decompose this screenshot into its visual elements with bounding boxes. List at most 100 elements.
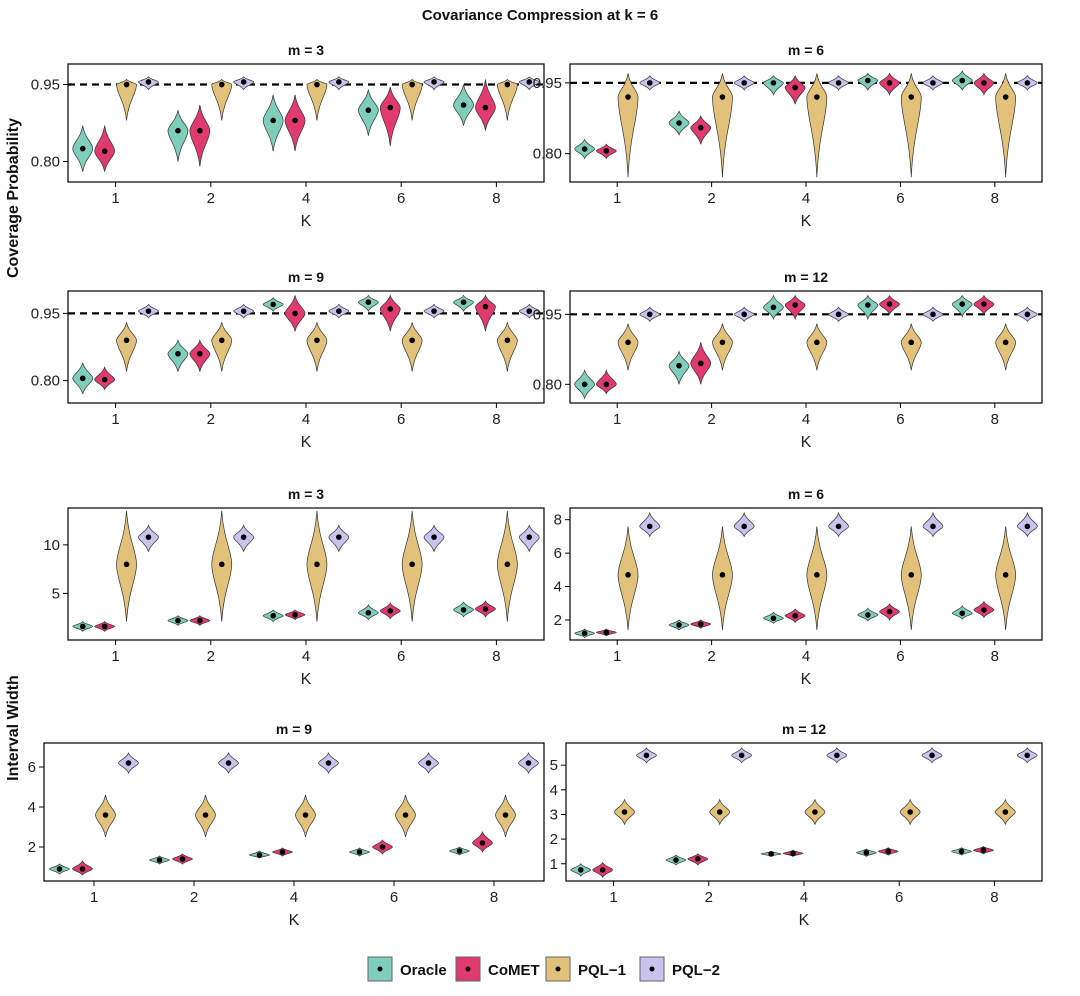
median-point [482, 303, 489, 310]
x-axis-label: K [801, 671, 812, 688]
legend-label: CoMET [488, 962, 540, 979]
median-point [646, 523, 653, 530]
y-tick-label: 10 [43, 537, 60, 554]
panel-title: m = 12 [784, 269, 828, 285]
median-point [526, 79, 533, 85]
median-point [197, 350, 203, 357]
median-point [603, 629, 610, 636]
median-point [1024, 311, 1031, 318]
median-point [1002, 572, 1009, 578]
y-tick-label: 0.95 [31, 77, 60, 94]
figure-title: Covariance Compression at k = 6 [422, 7, 658, 24]
y-tick-label: 5 [550, 757, 558, 774]
median-point [526, 534, 533, 540]
y-label-interval-width: Interval Width [5, 675, 22, 781]
legend-item-oracle: Oracle [367, 956, 447, 982]
y-tick-label: 2 [550, 831, 558, 848]
x-tick-label: 2 [207, 411, 215, 428]
median-point [123, 561, 130, 568]
median-point [218, 561, 225, 568]
panel-5: m = 3 5 10 1 2 4 6 8 K [43, 486, 545, 688]
median-point [625, 94, 631, 100]
median-point [175, 350, 181, 357]
panel-3: m = 9 0.80 0.95 1 2 4 6 8 K [31, 269, 545, 451]
panel-1: m = 3 0.80 0.95 1 2 4 6 8 K [31, 42, 545, 230]
x-axis-label: K [301, 434, 312, 451]
x-tick-label: 4 [302, 648, 310, 665]
median-point [218, 337, 225, 344]
median-point [240, 534, 247, 540]
median-point [179, 856, 186, 862]
x-tick-label: 6 [397, 648, 405, 665]
x-tick-label: 2 [207, 648, 215, 665]
median-point [716, 809, 723, 815]
median-point [314, 561, 320, 568]
median-point [719, 94, 726, 100]
median-point [101, 148, 108, 155]
y-tick-label: 4 [28, 799, 36, 816]
median-point [409, 337, 415, 344]
y-tick-label: 3 [550, 806, 558, 823]
median-point [958, 848, 965, 855]
violin-pql1-k6 [900, 526, 922, 630]
x-tick-label: 4 [802, 190, 810, 207]
median-point [379, 844, 386, 850]
median-point [460, 102, 467, 108]
median-point [768, 851, 774, 857]
median-point [929, 752, 935, 759]
median-point [482, 606, 489, 612]
x-tick-label: 8 [490, 889, 498, 906]
median-point [599, 867, 606, 873]
panel-title: m = 9 [288, 269, 324, 285]
violin-pql1-k8 [995, 73, 1017, 178]
median-point [676, 362, 682, 369]
violin-pql1-k6 [401, 78, 423, 121]
y-tick-label: 4 [550, 782, 558, 799]
median-point [814, 572, 820, 578]
median-point [502, 812, 509, 818]
median-point [292, 310, 298, 317]
median-point [908, 572, 915, 578]
x-tick-label: 4 [802, 411, 810, 428]
median-point [577, 867, 584, 873]
median-point [646, 80, 653, 86]
x-tick-label: 4 [290, 889, 298, 906]
median-point [741, 311, 747, 318]
median-point [356, 849, 363, 855]
median-point [156, 857, 163, 863]
median-point [886, 301, 893, 307]
median-point [981, 80, 987, 86]
median-point [908, 94, 915, 100]
x-axis-label: K [301, 213, 312, 230]
median-point [270, 301, 276, 308]
legend-key-dot [649, 966, 655, 972]
panel-frame [67, 290, 545, 404]
panels-group: m = 3 0.80 0.95 1 2 4 6 8 Km = 6 0.80 0.95 1 2 4 6 8 K m … [28, 42, 1043, 929]
median-point [431, 534, 437, 540]
median-point [719, 572, 726, 578]
median-point [1024, 80, 1031, 86]
violin-pql1-k4 [806, 73, 828, 178]
panel-6: m = 6 2 4 6 8 1 2 4 6 8 K [554, 486, 1043, 688]
violin-pql1-k2 [712, 323, 733, 371]
median-point [504, 561, 511, 568]
median-point [279, 849, 286, 855]
median-point [292, 117, 298, 124]
median-point [101, 623, 108, 630]
legend-key-dot [555, 966, 561, 972]
violin-pql1-k6 [900, 323, 922, 371]
median-point [365, 107, 372, 113]
median-point [460, 299, 467, 306]
panel-frame [569, 290, 1043, 404]
median-point [292, 611, 298, 618]
median-point [697, 621, 704, 627]
median-point [581, 146, 588, 152]
median-point [930, 311, 936, 318]
panel-title: m = 12 [782, 721, 826, 737]
median-point [202, 812, 209, 818]
x-tick-label: 4 [802, 648, 810, 665]
median-point [102, 812, 109, 818]
median-point [145, 79, 152, 85]
panel-2: m = 6 0.80 0.95 1 2 4 6 8 K [533, 42, 1043, 230]
x-axis-label: K [801, 434, 812, 451]
